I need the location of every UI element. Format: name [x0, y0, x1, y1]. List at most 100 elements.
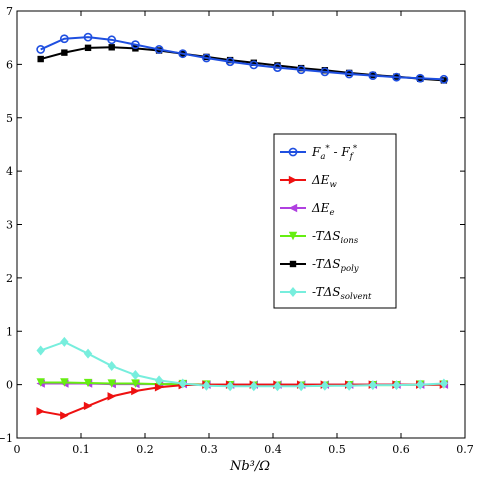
data-point: [249, 381, 258, 392]
data-point: [392, 380, 401, 391]
legend-label-0: Fa* - Ff*: [311, 144, 358, 162]
data-point: [249, 60, 259, 70]
data-point: [36, 407, 45, 416]
data-point: [321, 67, 329, 74]
data-point: [60, 411, 69, 420]
data-point: [368, 71, 378, 80]
legend-box: [273, 133, 397, 309]
data-point: [250, 59, 257, 66]
y-tick-label: −1: [0, 432, 13, 445]
x-tick-label: 0.2: [136, 443, 154, 456]
data-point: [345, 69, 353, 77]
y-tick-label: 6: [6, 58, 13, 71]
series-line-1: [40, 383, 444, 417]
data-point: [178, 49, 188, 59]
data-point: [202, 53, 211, 63]
data-point: [131, 370, 140, 381]
x-tick-label: 0.7: [456, 443, 474, 456]
data-point: [203, 53, 210, 61]
y-tick-label: 2: [6, 272, 13, 285]
series-layer: [36, 32, 449, 420]
legend: Fa* - Ff* ΔEw ΔEe -TΔSions -TΔSpoly -TΔSsolve…: [273, 133, 397, 309]
data-point: [225, 381, 235, 392]
data-point: [154, 375, 164, 386]
data-point: [440, 77, 448, 84]
data-point: [154, 45, 164, 54]
data-point: [344, 380, 354, 391]
data-point: [107, 360, 116, 371]
data-point: [36, 378, 45, 387]
legend-label-5: -TΔSsolvent: [312, 285, 372, 302]
data-point: [178, 378, 187, 389]
data-point: [202, 380, 211, 391]
data-point: [273, 63, 282, 72]
data-point: [61, 49, 68, 56]
data-point: [108, 44, 115, 51]
legend-marker: [289, 260, 297, 268]
data-point: [368, 380, 378, 391]
data-point: [296, 65, 306, 75]
legend-label-1: ΔEw: [311, 173, 337, 190]
series-5: [36, 336, 449, 392]
legend-label-4: -TΔSpoly: [312, 257, 359, 274]
series-line-0: [40, 36, 444, 81]
legend-marker: [288, 147, 298, 157]
data-point: [273, 381, 282, 392]
data-point: [296, 381, 306, 392]
y-tick-label: 0: [6, 379, 13, 392]
data-point: [59, 34, 69, 44]
legend-label-2: ΔEe: [311, 201, 334, 218]
series-line-5: [40, 340, 444, 388]
data-point: [297, 64, 305, 72]
data-point: [83, 348, 93, 359]
data-point: [416, 379, 425, 390]
x-tick-label: 0.1: [72, 443, 90, 456]
data-point: [83, 401, 93, 411]
data-point: [84, 44, 92, 52]
legend-label-3: -TΔSions: [312, 229, 359, 246]
data-point: [131, 379, 140, 388]
data-point: [154, 383, 164, 392]
x-tick-label: 0.5: [328, 443, 346, 456]
data-point: [439, 378, 449, 389]
data-point: [415, 73, 425, 83]
y-tick-label: 1: [6, 325, 13, 338]
data-point: [320, 380, 330, 391]
data-point: [131, 386, 140, 396]
series-0: [36, 32, 449, 84]
data-point: [36, 45, 46, 54]
data-point: [107, 35, 117, 45]
x-axis-label: Nb³/Ω: [229, 459, 270, 474]
x-tick-label: 0: [14, 443, 21, 456]
data-point: [107, 392, 116, 401]
y-tick-label: 5: [6, 112, 13, 125]
data-point: [107, 379, 116, 388]
x-tick-label: 0.3: [200, 443, 218, 456]
data-point: [130, 40, 140, 50]
legend-marker: [288, 175, 298, 185]
data-point: [60, 378, 69, 387]
data-point: [225, 57, 235, 67]
x-tick-label: 0.4: [264, 443, 282, 456]
legend-marker: [288, 287, 298, 297]
data-point: [344, 69, 354, 79]
data-point: [37, 55, 44, 63]
data-point: [83, 32, 93, 42]
data-point: [439, 74, 449, 84]
data-point: [392, 72, 401, 82]
data-point: [60, 336, 69, 347]
x-tick-label: 0.6: [392, 443, 410, 456]
data-point: [274, 62, 281, 69]
y-tick-label: 4: [6, 165, 13, 178]
data-point: [226, 56, 234, 64]
data-point: [83, 378, 93, 388]
legend-marker: [288, 203, 298, 213]
data-point: [155, 47, 163, 54]
y-tick-label: 7: [6, 5, 13, 18]
legend-marker: [288, 231, 298, 241]
data-point: [36, 345, 45, 356]
y-tick-label: 3: [6, 219, 13, 232]
data-point: [320, 67, 330, 77]
